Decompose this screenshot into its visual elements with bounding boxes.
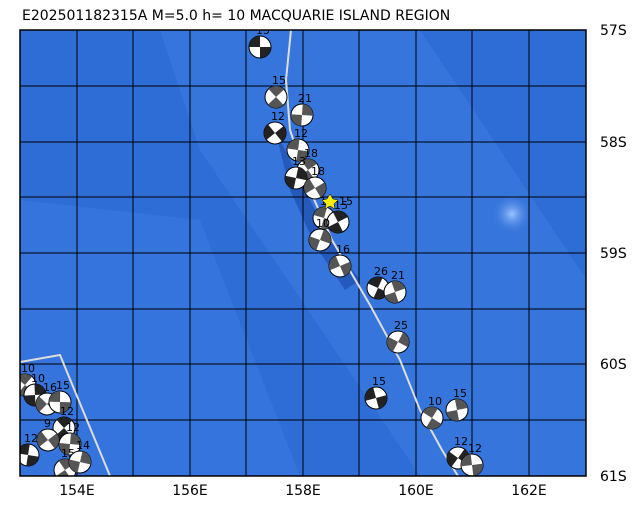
depth-label: 15 xyxy=(372,375,386,388)
focal-mechanism: 12 xyxy=(286,127,310,162)
depth-label: 12 xyxy=(294,127,308,140)
focal-mechanism: 16 xyxy=(328,243,352,278)
focal-mechanism: 15 xyxy=(326,199,350,234)
focal-mechanism: 12 xyxy=(58,421,82,456)
compressional-quadrant xyxy=(49,391,71,413)
epicenter-star xyxy=(321,193,339,210)
compressional-quadrant xyxy=(291,104,313,126)
compressional-quadrant xyxy=(309,229,331,251)
compressional-quadrant xyxy=(69,451,92,473)
compressional-quadrant xyxy=(59,433,82,455)
depth-label: 10 xyxy=(31,372,45,385)
depth-label: 12 xyxy=(66,421,80,434)
compressional-quadrant xyxy=(20,444,39,466)
compressional-quadrant xyxy=(287,139,309,161)
compressional-quadrant xyxy=(37,431,60,449)
focal-mechanism: 26 xyxy=(366,265,390,300)
epicenter-label: 15 xyxy=(339,195,353,208)
focal-mechanism: 21 xyxy=(383,269,407,304)
depth-label: 25 xyxy=(394,319,408,332)
compressional-quadrant xyxy=(384,281,406,303)
depth-label: 12 xyxy=(24,432,38,445)
focal-mechanism: 12 xyxy=(460,442,484,476)
focal-mechanism: 10 xyxy=(308,217,332,252)
depth-label: 9 xyxy=(44,417,51,430)
lat-label: 57S xyxy=(600,23,627,39)
compressional-quadrant xyxy=(249,36,271,58)
focal-mechanism: 12 xyxy=(20,432,40,467)
compressional-quadrant xyxy=(386,332,410,352)
focal-mechanism: 13 xyxy=(284,155,308,190)
depth-label: 13 xyxy=(292,155,306,168)
focal-mechanism: 14 xyxy=(68,439,92,474)
depth-label: 10 xyxy=(316,217,330,230)
lat-labels: 57S 58S 59S 60S 61S xyxy=(600,23,627,485)
depth-label: 12 xyxy=(468,442,482,455)
lon-label: 162E xyxy=(511,483,547,499)
depth-label: 18 xyxy=(311,165,325,178)
compressional-quadrant xyxy=(328,211,348,234)
compressional-quadrant xyxy=(285,167,307,189)
lon-label: 156E xyxy=(172,483,208,499)
depth-label: 15 xyxy=(334,199,348,212)
plate-boundary xyxy=(284,30,459,476)
depth-label: 12 xyxy=(60,405,74,418)
focal-mechanism: 10 xyxy=(420,395,444,430)
compressional-quadrant xyxy=(267,85,285,109)
focal-mechanism: 25 xyxy=(386,319,410,354)
map-area: 1515211212181318101510162621251510151212… xyxy=(20,24,586,476)
depth-label: 21 xyxy=(391,269,405,282)
focal-mechanism: 15 xyxy=(445,387,469,422)
depth-label: 16 xyxy=(336,243,350,256)
compressional-quadrant xyxy=(461,454,483,476)
lon-label: 154E xyxy=(59,483,95,499)
plate-boundary xyxy=(20,353,111,476)
compressional-quadrant xyxy=(264,124,286,142)
depth-label: 26 xyxy=(374,265,388,278)
depth-label: 18 xyxy=(304,147,318,160)
lon-labels: 154E 156E 158E 160E 162E xyxy=(59,483,547,499)
lon-label: 158E xyxy=(285,483,321,499)
compressional-quadrant xyxy=(24,384,46,406)
lat-label: 58S xyxy=(600,135,627,151)
compressional-quadrant xyxy=(329,255,351,277)
lat-label: 61S xyxy=(600,469,627,485)
focal-mechanism: 15 xyxy=(248,24,272,59)
depth-label: 15 xyxy=(453,387,467,400)
lat-label: 60S xyxy=(600,357,627,373)
depth-label: 12 xyxy=(454,435,468,448)
focal-mechanism: 15 xyxy=(264,74,288,109)
title: E202501182315A M=5.0 h= 10 MACQUARIE ISL… xyxy=(22,8,450,24)
events: 1515211212181318101510162621251510151212… xyxy=(20,24,484,476)
depth-label: 16 xyxy=(43,381,57,394)
depth-label: 21 xyxy=(298,92,312,105)
depth-label: 12 xyxy=(271,110,285,123)
depth-label: 15 xyxy=(56,379,70,392)
focal-mechanism: 21 xyxy=(290,92,314,127)
frame xyxy=(19,29,587,477)
depth-label: 14 xyxy=(76,439,90,452)
lon-label: 160E xyxy=(398,483,434,499)
focal-mechanism: 12 xyxy=(263,110,287,145)
compressional-quadrant xyxy=(446,399,468,422)
focal-mechanism: 15 xyxy=(48,379,72,414)
compressional-quadrant xyxy=(422,407,442,429)
focal-mechanism: 18 xyxy=(303,165,327,200)
compressional-quadrant xyxy=(446,449,470,467)
focal-mechanism: 9 xyxy=(36,417,60,452)
depth-label: 10 xyxy=(21,362,35,375)
focal-mechanism: 15 xyxy=(364,375,388,410)
compressional-quadrant xyxy=(367,277,389,300)
depth-label: 10 xyxy=(428,395,442,408)
seamount xyxy=(490,192,534,236)
plateau-shade xyxy=(20,200,300,476)
depth-label: 15 xyxy=(272,74,286,87)
compressional-quadrant xyxy=(304,178,326,198)
lat-label: 59S xyxy=(600,246,627,262)
compressional-quadrant xyxy=(365,387,387,409)
depth-label: 15 xyxy=(256,24,270,37)
